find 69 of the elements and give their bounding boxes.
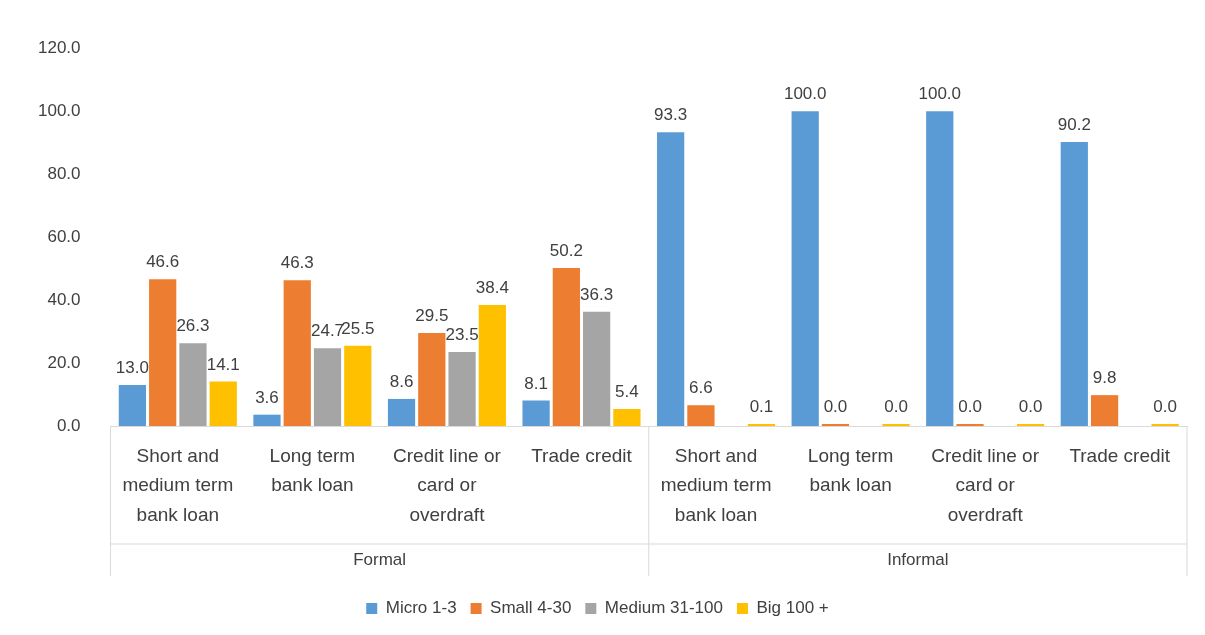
- y-tick-label: 20.0: [47, 352, 81, 372]
- data-label: 14.1: [206, 354, 240, 374]
- data-label: 100.0: [783, 84, 827, 104]
- bar: [791, 111, 819, 426]
- data-label: 100.0: [918, 84, 962, 104]
- data-label: 0.0: [823, 397, 848, 417]
- data-label: 50.2: [549, 241, 583, 261]
- data-label: 23.5: [445, 325, 479, 345]
- y-tick-label: 0.0: [56, 415, 81, 435]
- bar: [418, 333, 446, 426]
- bar: [283, 280, 311, 426]
- bar: [613, 409, 641, 426]
- data-label: 38.4: [475, 278, 509, 298]
- bar: [583, 311, 611, 426]
- y-tick-label: 40.0: [47, 289, 81, 309]
- legend-label: Medium 31-100: [604, 598, 723, 618]
- legend-label: Small 4-30: [490, 598, 572, 618]
- bar: [1060, 142, 1088, 426]
- data-label: 0.0: [884, 397, 908, 417]
- bar: [149, 279, 177, 426]
- x-tick-label: Short and medium term bank loan: [122, 444, 234, 525]
- bar: [478, 305, 506, 426]
- bar: [118, 385, 147, 426]
- bar: [209, 381, 237, 426]
- data-label: 29.5: [415, 306, 449, 326]
- data-label: 9.8: [1092, 368, 1117, 388]
- text: Informal: [887, 549, 949, 569]
- x-tick-label: Long term bank loan: [807, 444, 894, 496]
- data-label: 6.6: [689, 378, 713, 398]
- y-tick-label: 100.0: [37, 100, 81, 120]
- bar: [552, 267, 580, 426]
- bar: [253, 414, 281, 426]
- data-label: 0.0: [1018, 397, 1043, 417]
- y-tick-label: 60.0: [47, 226, 81, 246]
- data-label: 93.3: [654, 105, 688, 125]
- data-label: 26.3: [176, 316, 210, 336]
- bar: [657, 132, 685, 426]
- x-tick-label: Trade credit: [531, 444, 633, 466]
- data-label: 90.2: [1057, 115, 1091, 135]
- data-label: 5.4: [615, 382, 639, 402]
- bar: [313, 348, 342, 426]
- bar: [687, 405, 715, 426]
- bar: [1090, 395, 1119, 426]
- data-label: 13.0: [115, 358, 149, 378]
- bar: [522, 400, 550, 426]
- x-tick-label: Short and medium term bank loan: [660, 444, 772, 525]
- bar: [448, 352, 476, 426]
- data-label: 0.0: [958, 397, 982, 417]
- x-tick-label: Credit line or card or overdraft: [931, 444, 1040, 525]
- bar: [344, 345, 372, 426]
- y-tick-label: 120.0: [37, 37, 81, 57]
- text: Formal: [353, 549, 407, 569]
- data-label: 8.6: [389, 372, 414, 392]
- data-label: 36.3: [580, 284, 614, 304]
- data-label: 3.6: [255, 387, 279, 407]
- legend-label: Micro 1-3: [385, 598, 457, 618]
- data-label: 46.6: [146, 252, 180, 272]
- data-label: 8.1: [524, 373, 548, 393]
- data-label: 46.3: [280, 253, 314, 273]
- x-tick-label: Credit line or card or overdraft: [393, 444, 502, 525]
- x-tick-label: Trade credit: [1069, 444, 1171, 466]
- x-tick-label: Long term bank loan: [269, 444, 356, 496]
- bar: [926, 111, 954, 426]
- data-label: 0.0: [1153, 397, 1177, 417]
- y-tick-label: 80.0: [47, 163, 81, 183]
- bar: [387, 398, 416, 426]
- legend-label: Big 100 +: [756, 598, 829, 618]
- data-label: 0.1: [749, 397, 774, 417]
- bar: [179, 343, 207, 426]
